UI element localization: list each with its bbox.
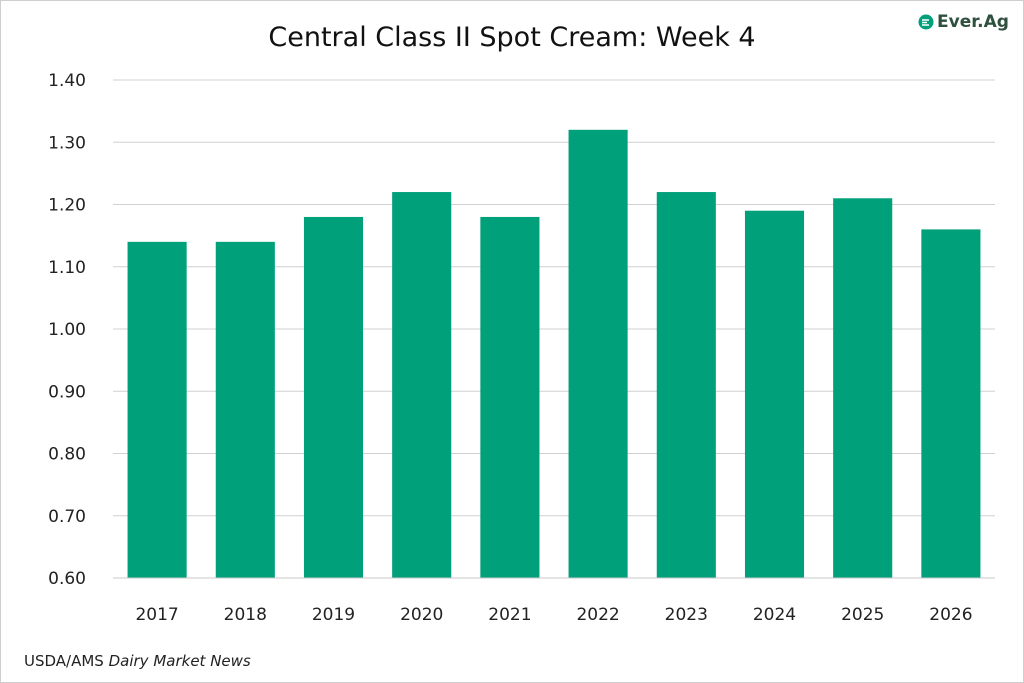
bar [833,198,893,578]
source-prefix: USDA/AMS [24,652,109,670]
x-tick-label: 2020 [400,605,443,625]
bar [215,241,275,578]
y-tick-label: 1.10 [48,258,86,278]
bar [392,192,452,579]
y-tick-label: 0.60 [48,569,86,589]
y-tick-label: 1.20 [48,196,86,216]
y-tick-label: 0.70 [48,507,86,527]
x-tick-label: 2022 [576,605,619,625]
x-tick-label: 2025 [841,605,884,625]
x-tick-label: 2021 [488,605,531,625]
bar [127,241,187,578]
everag-logo: Ever.Ag [918,12,1009,32]
y-tick-label: 1.00 [48,320,86,340]
x-tick-label: 2019 [312,605,355,625]
y-tick-label: 0.80 [48,445,86,465]
x-tick-label: 2023 [665,605,708,625]
chart-title: Central Class II Spot Cream: Week 4 [268,22,756,53]
bar [480,216,540,578]
everag-logo-icon [918,14,934,30]
brand-name: Ever.Ag [937,12,1009,32]
bar [656,192,716,579]
source-note: USDA/AMS Dairy Market News [24,652,251,670]
x-tick-label: 2017 [135,605,178,625]
y-tick-label: 0.90 [48,382,86,402]
bar [744,210,805,578]
y-tick-label: 1.30 [48,133,86,153]
x-tick-label: 2026 [929,605,972,625]
source-publication: Dairy Market News [108,652,251,670]
x-tick-label: 2024 [753,605,796,625]
bar [303,216,364,578]
x-tick-label: 2018 [224,605,267,625]
y-tick-label: 1.40 [48,71,86,91]
bar [921,229,981,578]
bar [568,129,628,579]
